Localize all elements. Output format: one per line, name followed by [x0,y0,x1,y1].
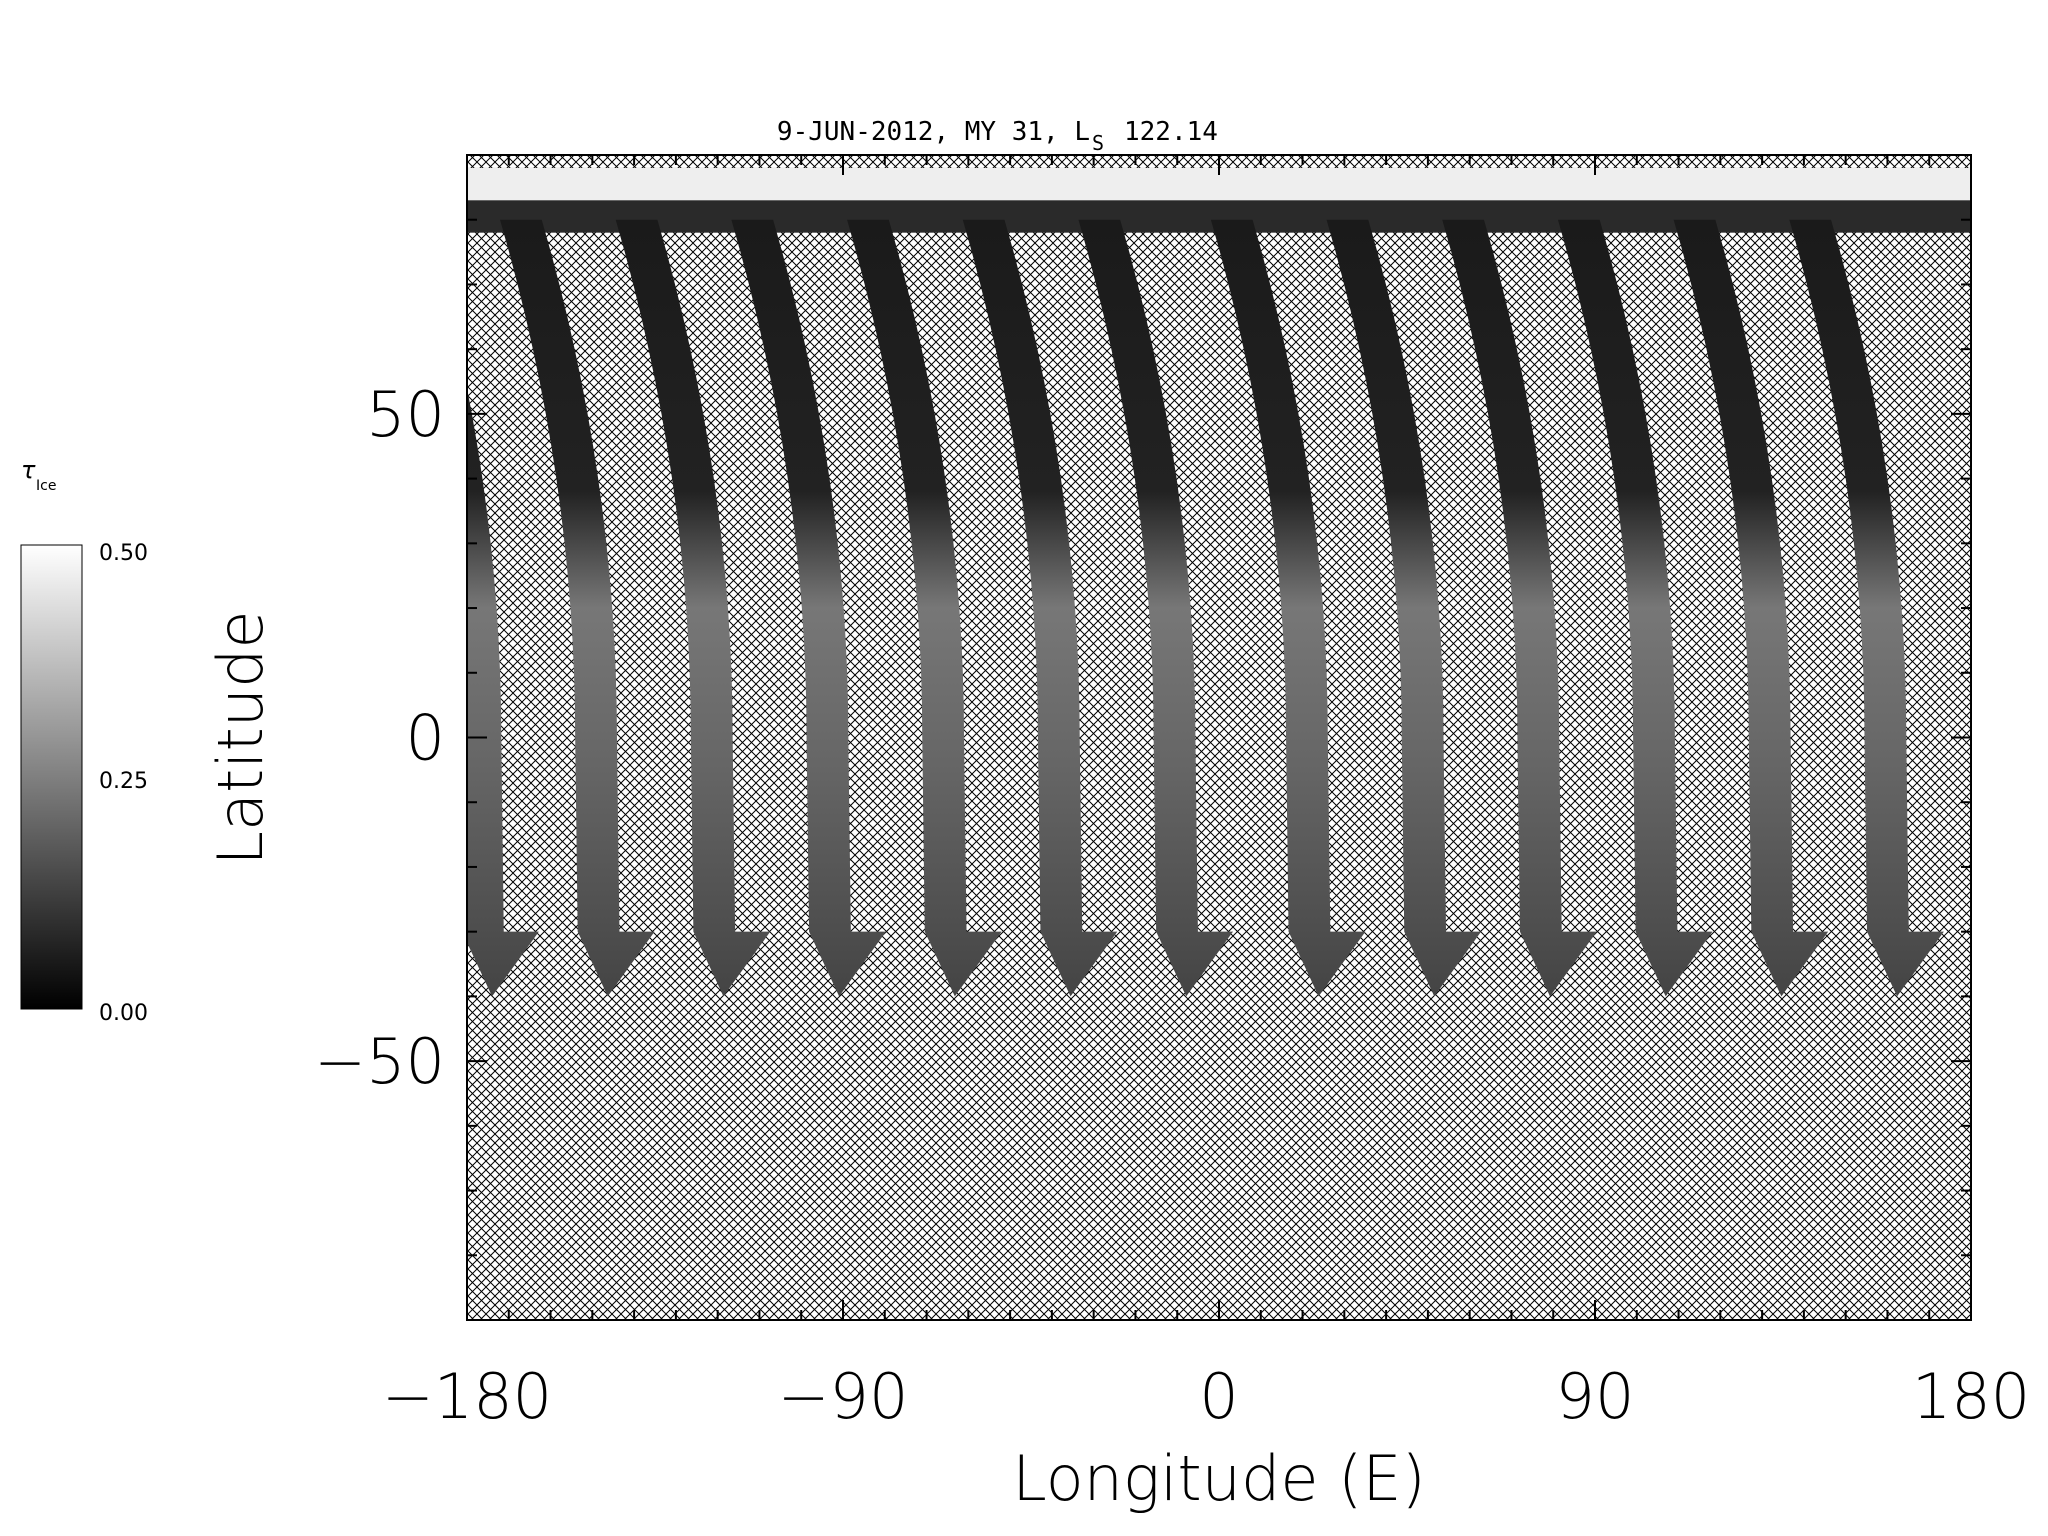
x-tick-label: −90 [778,1360,909,1433]
swath [1789,219,1944,997]
swath [847,219,1002,997]
swath [467,388,539,997]
colorbar-tick-min: 0.00 [99,1001,148,1026]
swath [1557,219,1713,997]
swath-layer [467,167,1971,997]
y-tick-label: −50 [314,1025,445,1098]
x-axis-label: Longitude (E) [1012,1442,1425,1515]
x-tick-label: 180 [1912,1360,2030,1433]
chart-title-subscript: S [1092,131,1104,155]
x-tick-label: 0 [1199,1360,1238,1433]
colorbar-tick-mid: 0.25 [99,769,148,794]
swath [615,219,771,997]
swath [1673,219,1829,997]
y-tick-label: 50 [366,378,445,451]
swath [1326,219,1482,997]
y-tick-label: 0 [406,702,445,775]
colorbar [20,544,83,1010]
x-tick-label: 90 [1556,1360,1635,1433]
y-axis-label: Latitude [204,610,277,865]
swath [1078,219,1234,997]
swath [1210,219,1366,997]
swath [962,219,1118,997]
colorbar-tick-max: 0.50 [99,541,148,566]
colorbar-label-subscript: Ice [36,478,56,494]
x-tick-label: −180 [382,1360,552,1433]
chart-title: 9-JUN-2012, MY 31, L [777,117,1090,147]
chart-title-value: 122.14 [1124,117,1218,147]
swath [1442,219,1597,997]
swath [731,219,886,997]
swath [499,219,655,997]
colorbar-label: τ [21,456,36,484]
axis-ticks [466,154,1972,1321]
